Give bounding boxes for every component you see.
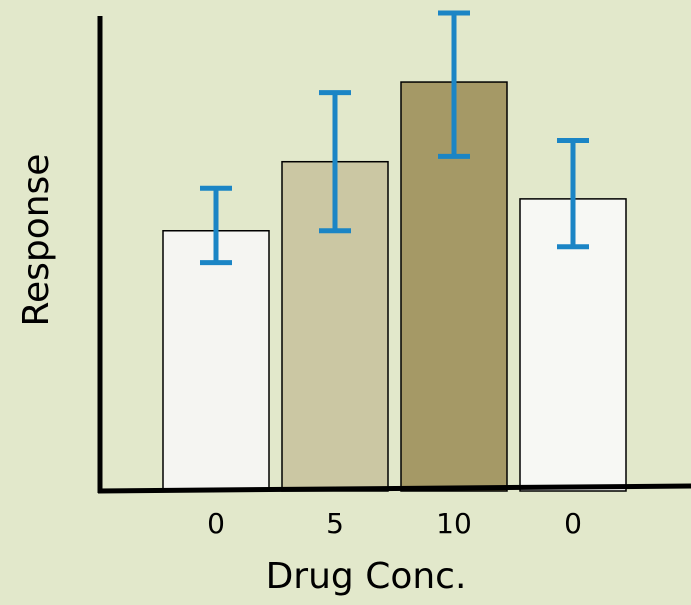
error-bar-3 (557, 137, 589, 250)
bar-0 (162, 230, 270, 492)
error-bar-1 (319, 90, 351, 234)
error-bar-0 (200, 185, 232, 266)
x-tick-label-1: 5 (326, 507, 344, 540)
x-axis-title: Drug Conc. (266, 556, 467, 597)
x-tick-label-2: 10 (436, 507, 472, 540)
x-tick-label-3: 0 (564, 507, 582, 540)
bars-layer (162, 81, 627, 492)
x-tick-labels: 0 5 10 0 (207, 507, 582, 540)
error-bar-2 (438, 10, 470, 159)
x-tick-label-0: 0 (207, 507, 225, 540)
y-axis-title: Response (16, 154, 57, 327)
x-axis (97, 483, 691, 494)
error-bars-layer (200, 10, 589, 266)
